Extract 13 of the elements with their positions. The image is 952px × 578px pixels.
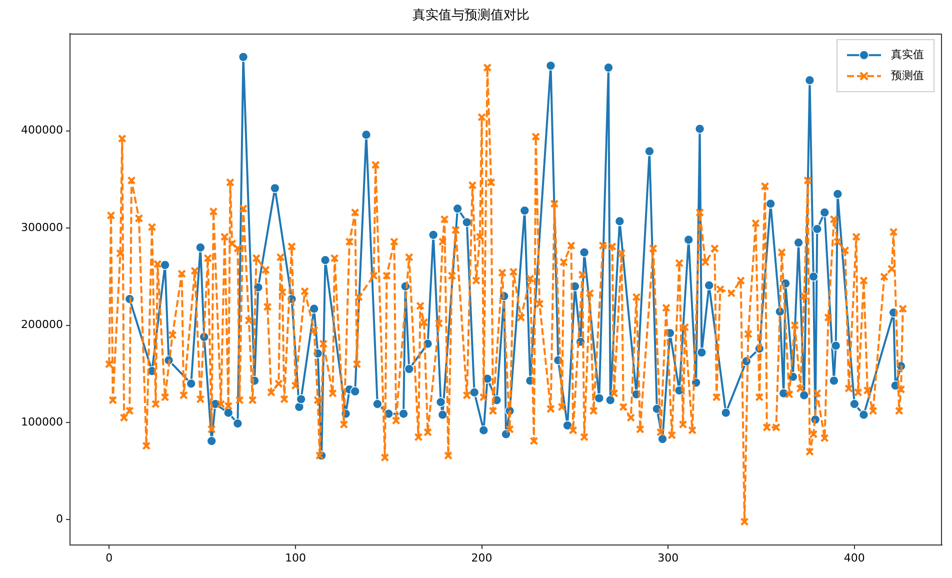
- y-tick-label: 400000: [21, 124, 63, 137]
- x-tick-label: 200: [471, 551, 492, 564]
- y-tick-label: 100000: [21, 415, 63, 428]
- x-tick-label: 300: [658, 551, 679, 564]
- y-tick-label: 200000: [21, 318, 63, 332]
- legend-label: 真实值: [891, 48, 924, 61]
- legend-label: 预测值: [891, 68, 924, 82]
- y-tick-label: 300000: [21, 220, 63, 234]
- y-tick-label: 0: [56, 512, 63, 526]
- x-tick-label: 400: [844, 551, 865, 564]
- x-tick-label: 100: [284, 551, 306, 564]
- x-tick-label: 0: [106, 551, 113, 564]
- chart-title: 真实值与预测值对比: [412, 8, 530, 24]
